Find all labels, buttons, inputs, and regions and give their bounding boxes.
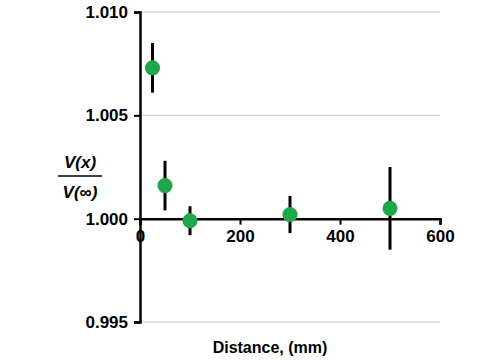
x-tick: 0 xyxy=(136,219,145,246)
grid-line xyxy=(140,322,440,323)
y-tick-label: 1.005 xyxy=(85,106,128,125)
x-tick-mark xyxy=(140,219,142,225)
y-tick-mark xyxy=(134,322,140,324)
y-tick: 1.005 xyxy=(85,106,140,125)
y-tick-label: 1.010 xyxy=(85,3,128,22)
point xyxy=(382,201,397,216)
point xyxy=(145,60,160,75)
y-axis-title-denominator: V(∞) xyxy=(63,183,98,202)
grid-line xyxy=(140,115,440,116)
grid xyxy=(140,12,440,322)
y-tick-mark xyxy=(134,218,140,220)
x-tick-mark xyxy=(440,219,442,225)
y-tick: 1.000 xyxy=(85,210,140,229)
x-tick: 200 xyxy=(226,219,254,246)
y-tick-mark xyxy=(134,115,140,117)
y-tick: 1.010 xyxy=(85,3,140,22)
y-axis-line xyxy=(134,13,141,323)
chart: 0.995 1.000 1.005 1.010 0 200 400 600 Distance, … xyxy=(0,0,480,360)
x-tick-label: 0 xyxy=(136,227,145,246)
x-tick-label: 600 xyxy=(426,227,454,246)
y-tick: 0.995 xyxy=(85,313,140,332)
x-tick-label: 400 xyxy=(326,227,354,246)
plot-area xyxy=(145,43,398,250)
y-tick-mark xyxy=(134,12,140,14)
y-axis-title: V(x) V(∞) xyxy=(58,153,102,202)
x-tick-mark xyxy=(240,219,242,225)
x-tick-label: 200 xyxy=(226,227,254,246)
x-tick: 600 xyxy=(426,219,454,246)
point xyxy=(157,178,172,193)
x-axis-title: Distance, (mm) xyxy=(213,339,328,356)
y-axis-title-numerator: V(x) xyxy=(64,153,96,172)
fraction-bar xyxy=(58,175,102,177)
x-tick-mark xyxy=(340,219,342,225)
y-tick-label: 1.000 xyxy=(85,210,128,229)
x-tick: 400 xyxy=(326,219,354,246)
y-tick-label: 0.995 xyxy=(85,313,128,332)
point xyxy=(282,207,297,222)
grid-line xyxy=(140,12,440,13)
point xyxy=(182,213,197,228)
